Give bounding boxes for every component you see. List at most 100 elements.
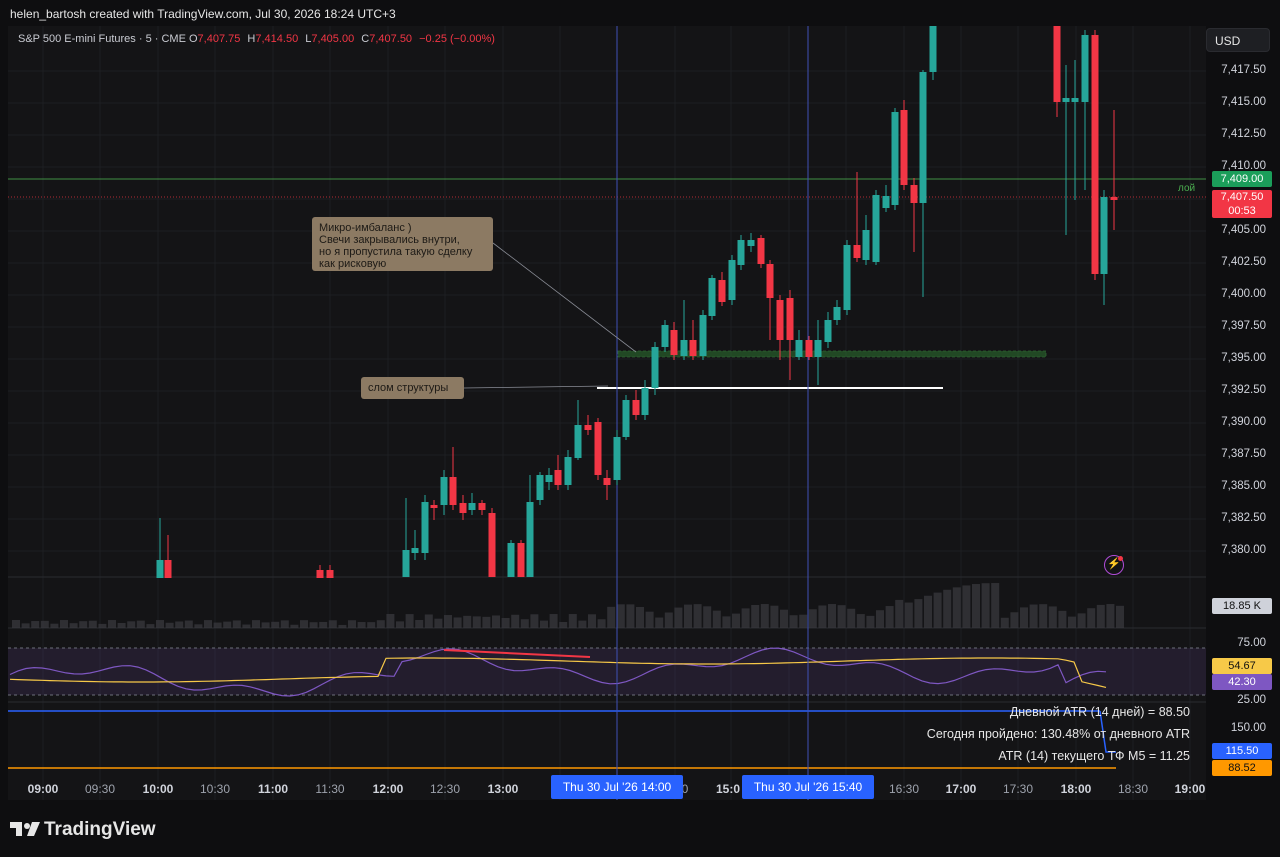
volume-bar: [1096, 604, 1105, 628]
volume-bar: [309, 622, 318, 628]
volume-bar: [799, 614, 808, 628]
annotation-structure-break[interactable]: слом структуры: [361, 377, 464, 399]
volume-bar: [741, 608, 750, 628]
volume-bar: [242, 624, 251, 628]
volume-bar: [588, 614, 596, 628]
price-label: 7,392.50: [1221, 384, 1266, 396]
volume-bar: [261, 622, 270, 628]
atr-orange-tag: 88.52: [1212, 760, 1272, 776]
candle-body: [411, 548, 419, 553]
volume-bar: [252, 620, 260, 628]
time-label: 11:30: [315, 782, 345, 796]
symbol-legend[interactable]: S&P 500 E-mini Futures · 5 · CME O7,407.…: [18, 33, 499, 45]
volume-bar: [453, 617, 462, 628]
volume-bar: [492, 615, 500, 628]
volume-bar: [40, 620, 49, 628]
volume-bar: [722, 616, 731, 628]
close-label: C: [361, 33, 370, 45]
volume-bar: [981, 583, 990, 628]
volume-bar: [127, 621, 136, 628]
time-label: 10:00: [142, 782, 174, 796]
volume-bar: [1087, 608, 1096, 628]
candle-body: [1071, 98, 1079, 102]
candle-body: [651, 347, 659, 388]
volume-bar: [1048, 606, 1057, 628]
volume-bar: [405, 614, 414, 628]
candle-body: [536, 475, 544, 500]
high-value: 7,414.50: [255, 33, 299, 45]
volume-bar: [98, 623, 107, 628]
volume-bar: [146, 624, 155, 628]
candle-body: [757, 238, 765, 264]
volume-bar: [472, 616, 481, 628]
symbol-name[interactable]: S&P 500 E-mini Futures · 5 · CME: [18, 33, 186, 45]
level-line-label: лой: [1178, 183, 1196, 194]
candle-body: [699, 315, 707, 356]
currency-button[interactable]: USD: [1206, 28, 1270, 52]
volume-bar: [338, 624, 347, 628]
time-label: 09:30: [84, 782, 116, 796]
volume-bar: [223, 621, 232, 628]
last-price-value: 7,407.50: [1220, 191, 1264, 203]
time-label: 0: [681, 782, 689, 796]
price-label: 7,405.00: [1221, 224, 1266, 236]
top-bar: helen_bartosh created with TradingView.c…: [0, 0, 1280, 26]
price-label: 7,387.50: [1221, 448, 1266, 460]
volume-bar: [376, 620, 385, 628]
candle-body: [449, 477, 457, 505]
volume-bar: [837, 605, 846, 628]
tradingview-logo[interactable]: TradingView: [10, 819, 156, 841]
candle-body: [574, 425, 582, 458]
candle-body: [1053, 26, 1061, 102]
level-price-tag: 7,409.00: [1212, 171, 1272, 187]
candle-body: [766, 264, 774, 298]
volume-bar: [232, 620, 241, 628]
price-label: 7,382.50: [1221, 512, 1266, 524]
price-label: 7,397.50: [1221, 320, 1266, 332]
volume-bar: [924, 595, 932, 628]
candle-body: [613, 437, 621, 480]
candle-body: [641, 388, 649, 415]
annotation-micro-imbalance[interactable]: Микро-имбаланс ) Свечи закрывались внутр…: [312, 217, 493, 271]
volume-bar: [69, 623, 78, 628]
volume-bar: [607, 606, 616, 628]
candle-body: [786, 298, 794, 340]
candle-body: [594, 422, 602, 475]
brand-name: TradingView: [44, 819, 156, 840]
volume-bar: [684, 604, 692, 628]
open-label: O: [188, 33, 198, 45]
candle-body: [402, 550, 410, 577]
price-label: 7,412.50: [1221, 128, 1266, 140]
volume-bar: [1020, 607, 1028, 628]
time-label: 17:00: [945, 782, 977, 796]
candle-body: [853, 245, 861, 258]
volume-bar: [348, 620, 356, 628]
volume-bar: [108, 620, 116, 628]
volume-bar: [328, 620, 337, 628]
volume-bar: [655, 617, 664, 628]
volume-bar: [818, 605, 827, 628]
volume-bar: [549, 614, 558, 628]
last-price-tag: 7,407.50 00:53: [1212, 190, 1272, 218]
volume-bar: [482, 616, 491, 628]
candle-body: [882, 196, 890, 208]
candle-body: [824, 320, 832, 342]
chart-panel[interactable]: [8, 26, 1206, 800]
volume-bar: [194, 624, 203, 628]
candle-body: [900, 110, 908, 185]
volume-bar: [789, 615, 798, 628]
volume-bar: [626, 604, 635, 628]
time-highlight-1400: Thu 30 Jul '26 14:00: [551, 775, 683, 799]
volume-bar: [876, 610, 884, 628]
candle-body: [862, 230, 870, 260]
volume-bar: [424, 614, 433, 628]
rsi-ma-line: [9, 657, 1107, 688]
volume-bar: [1058, 610, 1067, 628]
alert-bolt-icon[interactable]: ⚡: [1104, 555, 1124, 575]
volume-bar: [530, 614, 539, 628]
candle-body: [661, 325, 669, 347]
candle-body: [632, 400, 640, 415]
volume-bar: [636, 606, 644, 628]
time-label: 19:00: [1174, 782, 1206, 796]
